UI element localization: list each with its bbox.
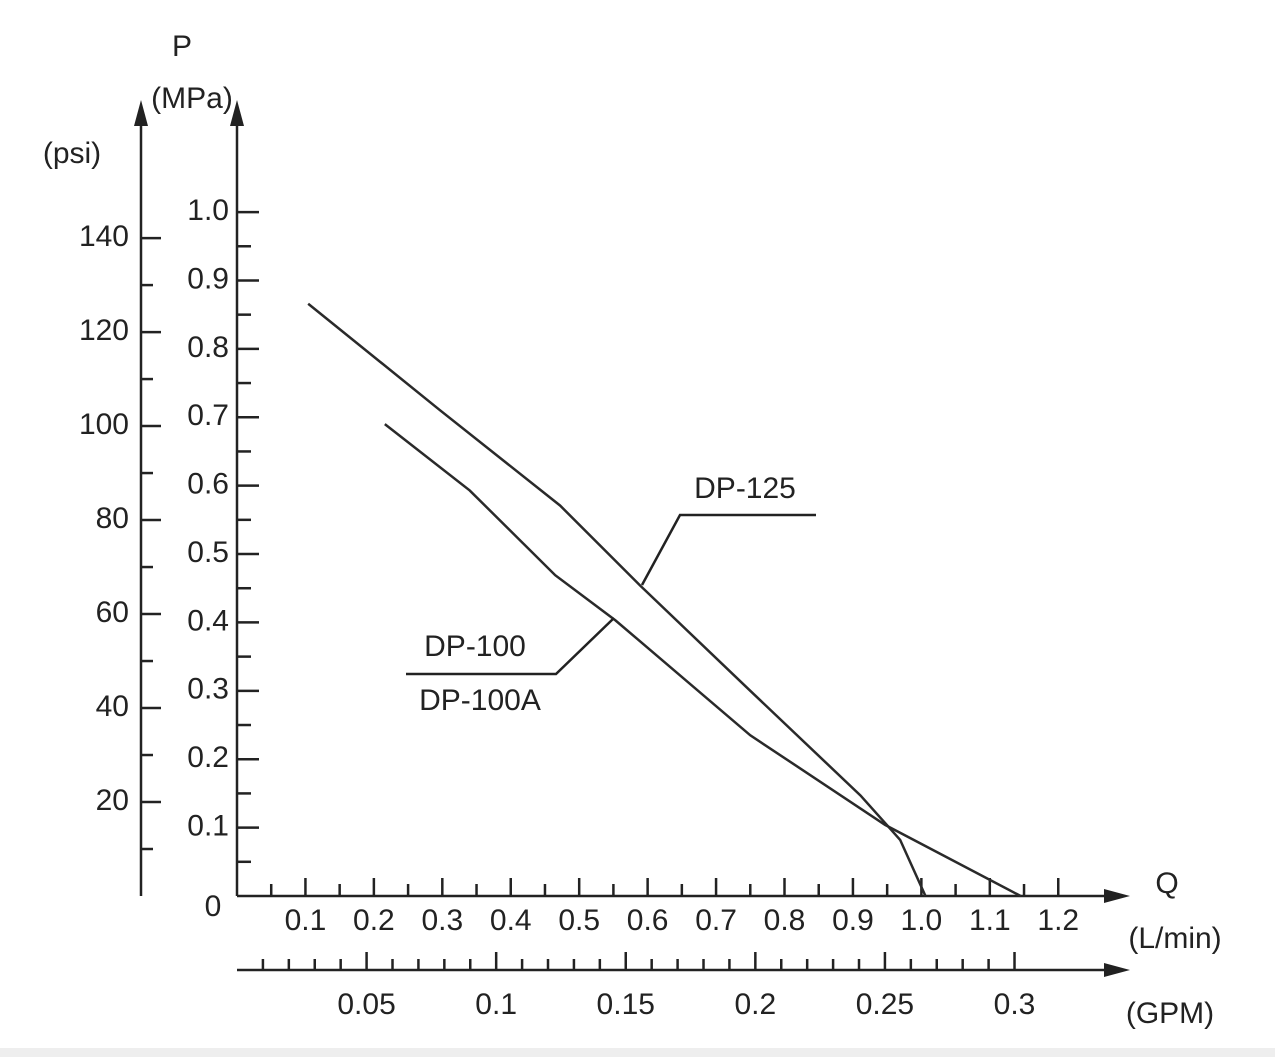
origin-label: 0 xyxy=(205,890,222,923)
y2-tick-label: 20 xyxy=(96,784,129,817)
y2-tick-label: 40 xyxy=(96,690,129,723)
x-tick-label: 0.1 xyxy=(285,904,327,937)
x2-tick-label: 0.2 xyxy=(734,988,776,1021)
x2-unit: (GPM) xyxy=(1126,997,1214,1030)
x2-tick-label: 0.1 xyxy=(475,988,517,1021)
y2-tick-label: 60 xyxy=(96,596,129,629)
curve xyxy=(307,302,927,897)
x2-tick-label: 0.05 xyxy=(337,988,395,1021)
bottom-strip xyxy=(0,1048,1275,1057)
y-tick-label: 0.2 xyxy=(187,741,229,774)
series-label: DP-100 xyxy=(424,630,526,663)
x-tick-label: 1.0 xyxy=(901,904,943,937)
x-tick-label: 0.2 xyxy=(353,904,395,937)
y-title: P xyxy=(172,30,192,63)
x-tick-label: 0.7 xyxy=(695,904,737,937)
x-unit: (L/min) xyxy=(1128,922,1221,955)
y-tick-label: 1.0 xyxy=(187,194,229,227)
y-axis-arrow xyxy=(230,100,244,126)
y-tick-label: 0.5 xyxy=(187,536,229,569)
x2-tick-label: 0.25 xyxy=(856,988,914,1021)
y-unit: (MPa) xyxy=(151,82,233,115)
x2-tick-label: 0.15 xyxy=(597,988,655,1021)
y2-axis-arrow xyxy=(134,100,148,126)
y-tick-label: 0.6 xyxy=(187,468,229,501)
x2-axis-arrow xyxy=(1104,963,1130,977)
x-axis-arrow xyxy=(1104,889,1130,903)
y-tick-label: 0.4 xyxy=(187,604,229,637)
y2-tick-label: 140 xyxy=(79,220,129,253)
curve xyxy=(384,423,1022,898)
series-label: DP-100A xyxy=(419,684,541,717)
y2-unit: (psi) xyxy=(43,137,101,170)
x2-tick-label: 0.3 xyxy=(994,988,1036,1021)
x-tick-label: 0.6 xyxy=(627,904,669,937)
x-tick-label: 0.3 xyxy=(421,904,463,937)
x-tick-label: 1.2 xyxy=(1037,904,1079,937)
y-tick-label: 0.9 xyxy=(187,262,229,295)
x-tick-label: 0.4 xyxy=(490,904,532,937)
y2-tick-label: 80 xyxy=(96,502,129,535)
leader-line xyxy=(640,513,816,586)
x-tick-label: 0.5 xyxy=(558,904,600,937)
y-tick-label: 0.8 xyxy=(187,331,229,364)
x-tick-label: 1.1 xyxy=(969,904,1011,937)
x-tick-label: 0.8 xyxy=(764,904,806,937)
x-title: Q xyxy=(1155,867,1178,900)
y-tick-label: 0.3 xyxy=(187,673,229,706)
leader-line xyxy=(406,617,615,676)
y2-tick-label: 120 xyxy=(79,314,129,347)
y-tick-label: 0.1 xyxy=(187,810,229,843)
y2-tick-label: 100 xyxy=(79,408,129,441)
series-label: DP-125 xyxy=(694,472,796,505)
x-tick-label: 0.9 xyxy=(832,904,874,937)
y-tick-label: 0.7 xyxy=(187,399,229,432)
